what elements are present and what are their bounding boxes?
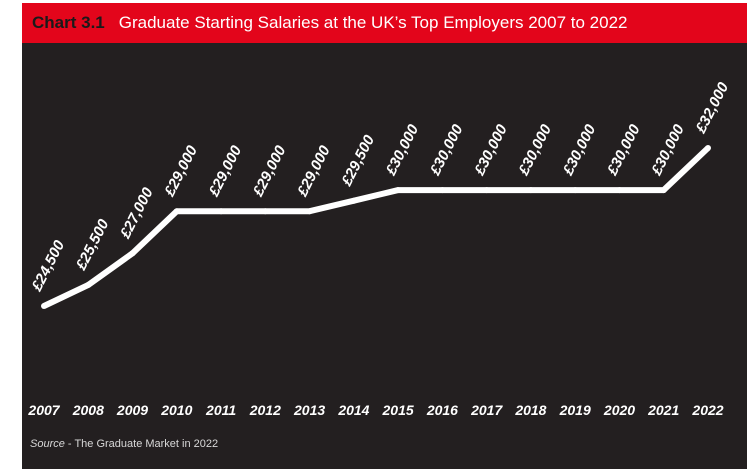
x-tick-label-2021: 2021 xyxy=(647,402,679,418)
data-label-2022: £32,000 xyxy=(692,79,733,137)
chart-number: Chart 3.1 xyxy=(32,13,105,32)
data-point-2019 xyxy=(572,187,579,194)
x-tick-label-2009: 2009 xyxy=(116,402,148,418)
data-label-2015: £30,000 xyxy=(382,121,423,179)
data-label-2014: £29,500 xyxy=(338,132,379,190)
data-point-2022 xyxy=(705,145,711,151)
x-tick-label-2008: 2008 xyxy=(72,402,104,418)
data-point-2012 xyxy=(262,208,269,215)
x-tick-label-2016: 2016 xyxy=(426,402,458,418)
data-label-2017: £30,000 xyxy=(471,121,512,179)
x-tick-label-2020: 2020 xyxy=(603,402,635,418)
x-tick-label-2019: 2019 xyxy=(559,402,591,418)
data-label-2020: £30,000 xyxy=(603,121,644,179)
x-tick-label-2011: 2011 xyxy=(205,402,236,418)
chart-title: Graduate Starting Salaries at the UK’s T… xyxy=(118,13,628,32)
x-tick-label-2010: 2010 xyxy=(160,402,192,418)
chart-header: Chart 3.1 Graduate Starting Salaries at … xyxy=(22,3,747,43)
data-point-2011 xyxy=(218,208,225,215)
data-point-2016 xyxy=(439,187,446,194)
series-line xyxy=(42,145,711,309)
data-point-2018 xyxy=(527,187,534,194)
x-tick-label-2014: 2014 xyxy=(337,402,369,418)
data-point-2021 xyxy=(660,187,667,194)
data-label-2010: £29,000 xyxy=(161,142,202,200)
x-tick-label-2022: 2022 xyxy=(691,402,723,418)
data-point-2007 xyxy=(41,303,47,309)
data-point-2013 xyxy=(306,208,313,215)
data-label-2008: £25,500 xyxy=(72,216,113,274)
data-point-2017 xyxy=(483,187,490,194)
data-label-2018: £30,000 xyxy=(515,121,556,179)
data-label-2019: £30,000 xyxy=(559,121,600,179)
x-tick-label-2007: 2007 xyxy=(27,402,60,418)
x-tick-label-2017: 2017 xyxy=(470,402,503,418)
x-tick-label-2018: 2018 xyxy=(514,402,546,418)
data-label-2011: £29,000 xyxy=(205,142,246,200)
data-point-2015 xyxy=(395,187,402,194)
data-point-2008 xyxy=(85,281,92,288)
data-point-2014 xyxy=(350,197,357,204)
data-label-2007: £24,500 xyxy=(28,237,69,295)
source-note: Source - The Graduate Market in 2022 xyxy=(30,438,218,450)
source-label: Source xyxy=(30,438,65,450)
data-point-2010 xyxy=(173,208,180,215)
data-point-2020 xyxy=(616,187,623,194)
x-tick-label-2015: 2015 xyxy=(382,402,414,418)
source-text: The Graduate Market in 2022 xyxy=(74,438,219,450)
data-label-2013: £29,000 xyxy=(294,142,335,200)
source-separator: - xyxy=(64,438,75,450)
data-point-2009 xyxy=(129,250,136,257)
chart-panel xyxy=(22,43,747,469)
data-label-2016: £30,000 xyxy=(426,121,467,179)
x-tick-label-2013: 2013 xyxy=(293,402,325,418)
x-tick-label-2012: 2012 xyxy=(249,402,281,418)
data-label-2012: £29,000 xyxy=(249,142,290,200)
